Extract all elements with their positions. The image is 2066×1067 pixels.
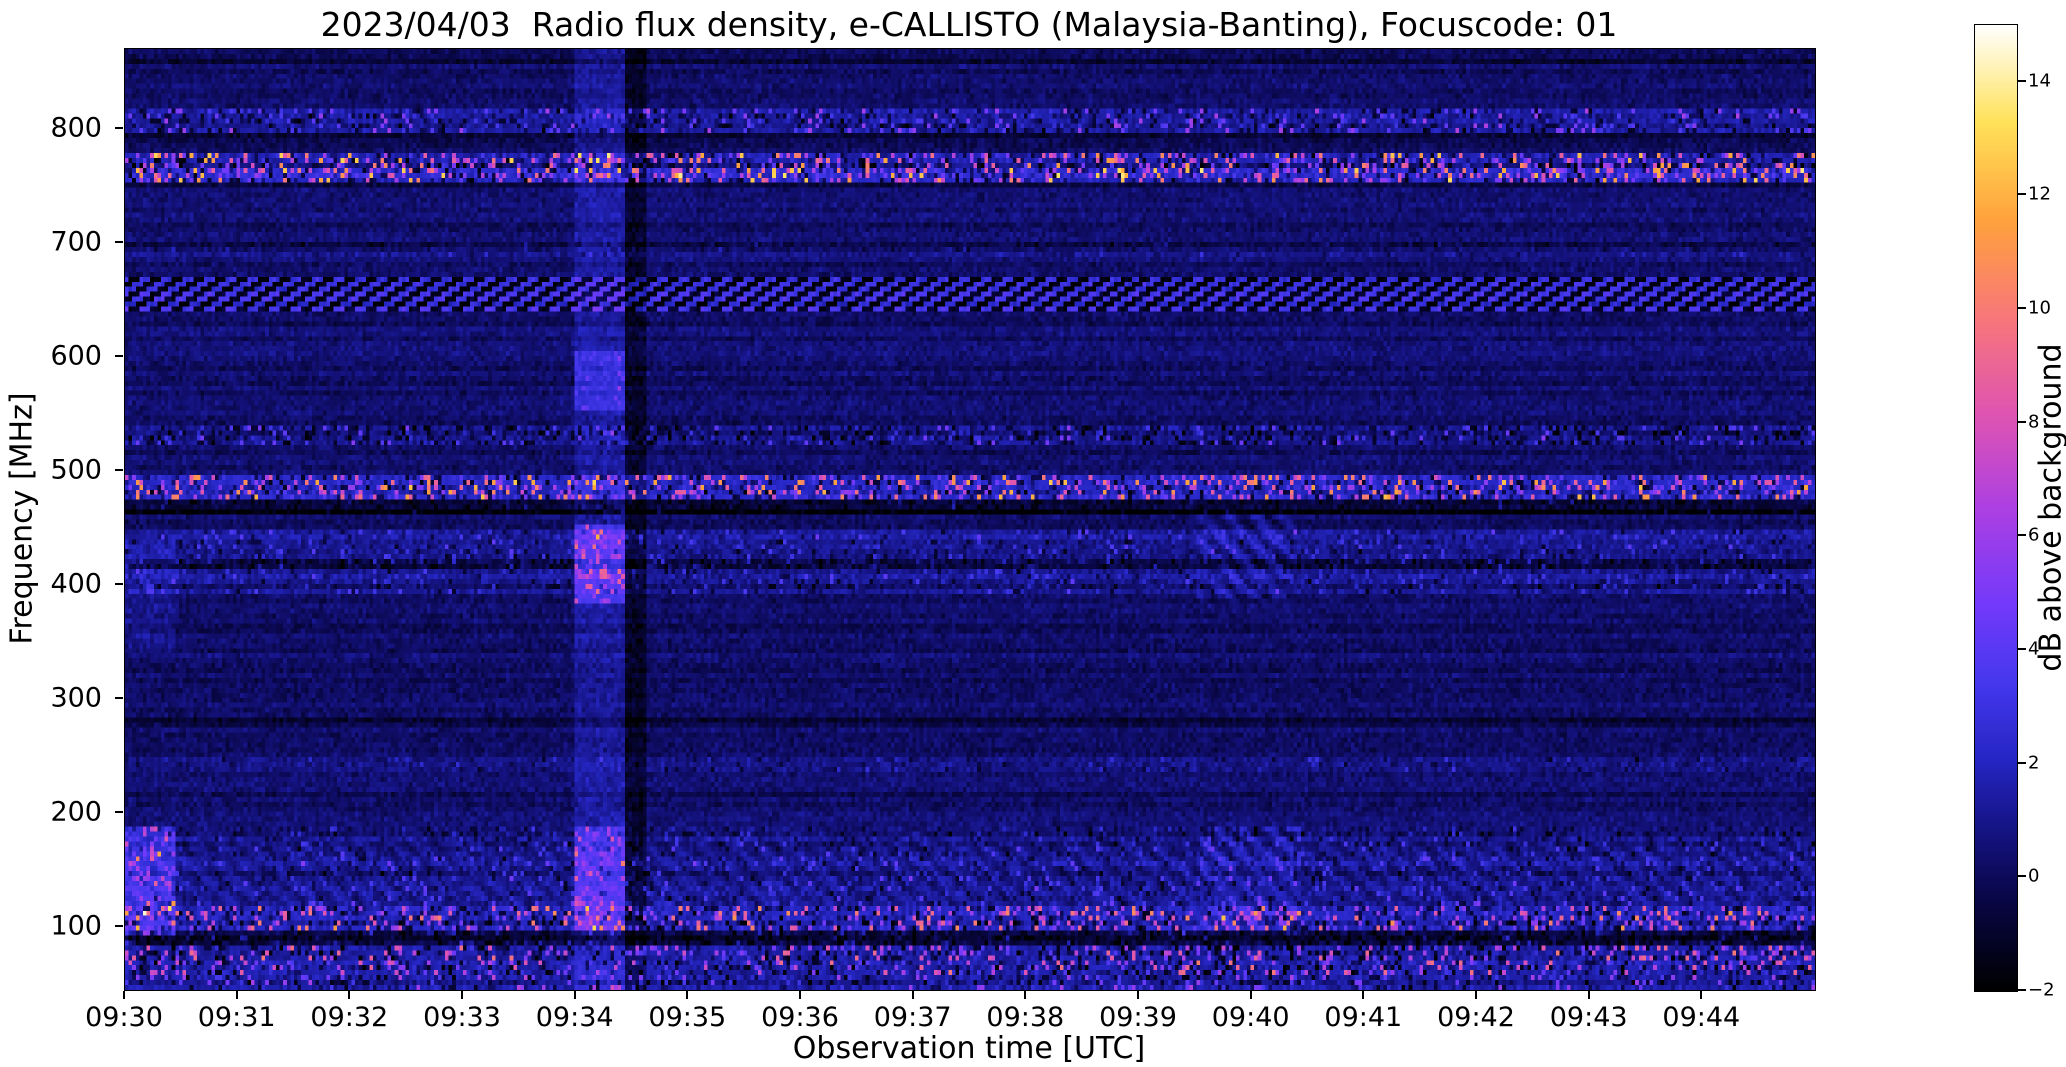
y-tick-label: 300	[50, 682, 102, 714]
x-tick-mark	[235, 991, 238, 999]
colorbar-tick-label: 14	[2028, 70, 2051, 92]
x-tick-mark	[573, 991, 576, 999]
y-tick-label: 400	[50, 568, 102, 600]
x-tick-label: 09:32	[310, 1002, 389, 1033]
x-tick-label: 09:35	[648, 1002, 727, 1033]
y-tick-mark	[115, 811, 123, 814]
y-tick-mark	[115, 469, 123, 472]
x-tick-mark	[461, 991, 463, 999]
colorbar-tick-mark	[2018, 648, 2026, 651]
x-tick-label: 09:34	[535, 1002, 614, 1033]
y-tick-mark	[115, 354, 123, 357]
y-tick-label: 100	[50, 910, 102, 942]
y-tick-label: 200	[50, 796, 102, 828]
colorbar-label: dB above background	[2033, 24, 2066, 990]
y-tick-marks	[115, 48, 123, 989]
colorbar-canvas	[1975, 25, 2017, 991]
y-tick-label: 600	[50, 340, 102, 372]
colorbar-tick-mark	[2018, 193, 2026, 196]
y-tick-label: 700	[50, 226, 102, 258]
x-tick-label: 09:43	[1549, 1002, 1628, 1033]
x-tick-label: 09:40	[1211, 1002, 1290, 1033]
y-tick-labels: 100 200 300 400 500 600 700 800	[0, 48, 110, 989]
y-tick-mark	[115, 583, 123, 586]
y-tick-mark	[115, 126, 123, 129]
colorbar-tick-labels: 14 12 10 8 6 4 2 0 −2	[2028, 24, 2064, 1000]
colorbar-tick-label: 6	[2028, 524, 2040, 546]
x-axis-label-text: Observation time [UTC]	[792, 1031, 1146, 1066]
spectrogram-canvas	[125, 49, 1815, 990]
colorbar-tick-label: −2	[2028, 979, 2055, 1001]
colorbar-tick-label: 0	[2028, 865, 2040, 887]
x-tick-mark	[1700, 991, 1703, 999]
x-tick-mark	[686, 991, 689, 999]
x-tick-label: 09:37	[873, 1002, 952, 1033]
colorbar-tick-mark	[2018, 534, 2026, 537]
colorbar-tick-mark	[2018, 989, 2026, 991]
colorbar-tick-label: 8	[2028, 411, 2040, 433]
chart-title: 2023/04/03 Radio flux density, e-CALLIST…	[320, 5, 1618, 44]
colorbar-tick-label: 10	[2028, 297, 2051, 319]
colorbar-tick-mark	[2018, 761, 2026, 764]
colorbar-tick-mark	[2018, 307, 2026, 310]
x-tick-label: 09:36	[761, 1002, 839, 1033]
x-tick-mark	[911, 991, 914, 999]
x-tick-label: 09:38	[986, 1002, 1065, 1033]
x-tick-label: 09:44	[1662, 1002, 1741, 1033]
colorbar	[1974, 24, 2018, 992]
y-tick-label: 800	[50, 112, 102, 144]
x-tick-mark	[123, 991, 125, 999]
x-tick-labels: 09:30 09:31 09:32 09:33 09:34 09:35 09:36 09:37…	[85, 1002, 1814, 1034]
x-tick-mark	[348, 991, 351, 999]
colorbar-tick-label: 12	[2028, 183, 2051, 205]
x-tick-label: 09:33	[423, 1002, 501, 1033]
x-tick-label: 09:31	[197, 1002, 276, 1033]
x-tick-mark	[799, 991, 801, 999]
colorbar-label-text: dB above background	[2033, 342, 2066, 672]
y-tick-label: 500	[50, 454, 102, 486]
colorbar-tick-marks	[2018, 24, 2026, 991]
x-axis-label: Observation time [UTC]	[124, 1031, 1814, 1066]
y-tick-mark	[115, 240, 123, 243]
x-tick-mark	[1362, 991, 1365, 999]
colorbar-tick-mark	[2018, 79, 2026, 82]
x-tick-marks	[123, 991, 1814, 999]
colorbar-tick-mark	[2018, 875, 2026, 878]
x-tick-mark	[1587, 991, 1590, 999]
x-tick-label: 09:30	[85, 1002, 163, 1033]
x-tick-mark	[1024, 991, 1027, 999]
x-tick-mark	[1137, 991, 1139, 999]
colorbar-tick-label: 2	[2028, 752, 2040, 774]
x-tick-mark	[1475, 991, 1477, 999]
x-tick-label: 09:41	[1324, 1002, 1403, 1033]
colorbar-tick-label: 4	[2028, 638, 2040, 660]
x-tick-mark	[1249, 991, 1252, 999]
x-tick-label: 09:39	[1099, 1002, 1177, 1033]
plot-area	[124, 48, 1816, 991]
x-tick-label: 09:42	[1437, 1002, 1515, 1033]
y-tick-mark	[115, 925, 123, 928]
y-tick-mark	[115, 697, 123, 700]
colorbar-tick-mark	[2018, 420, 2026, 423]
